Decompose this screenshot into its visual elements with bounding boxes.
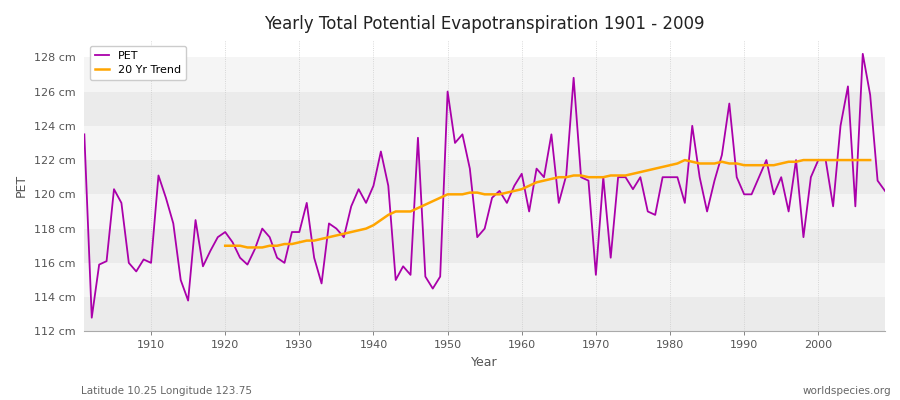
20 Yr Trend: [739, 163, 750, 168]
Bar: [85, 57, 885, 92]
Bar: [85, 263, 885, 297]
20 Yr Trend: [405, 209, 416, 214]
Bar: [85, 160, 885, 194]
Bar: [85, 229, 885, 263]
PET: [79, 132, 90, 137]
20 Yr Trend: [865, 158, 876, 162]
Legend: PET, 20 Yr Trend: PET, 20 Yr Trend: [90, 46, 186, 80]
Bar: [85, 126, 885, 160]
PET: [353, 187, 364, 192]
20 Yr Trend: [412, 206, 423, 210]
Text: Latitude 10.25 Longitude 123.75: Latitude 10.25 Longitude 123.75: [81, 386, 252, 396]
Bar: [85, 194, 885, 229]
PET: [524, 209, 535, 214]
Y-axis label: PET: PET: [15, 174, 28, 197]
Line: 20 Yr Trend: 20 Yr Trend: [225, 160, 870, 248]
PET: [879, 188, 890, 193]
PET: [613, 175, 624, 180]
Line: PET: PET: [85, 54, 885, 318]
Title: Yearly Total Potential Evapotranspiration 1901 - 2009: Yearly Total Potential Evapotranspiratio…: [265, 15, 705, 33]
PET: [86, 315, 97, 320]
X-axis label: Year: Year: [472, 356, 498, 369]
20 Yr Trend: [235, 243, 246, 248]
20 Yr Trend: [546, 176, 557, 181]
20 Yr Trend: [606, 173, 616, 178]
Bar: [85, 297, 885, 332]
Text: worldspecies.org: worldspecies.org: [803, 386, 891, 396]
20 Yr Trend: [242, 245, 253, 250]
PET: [517, 171, 527, 176]
Bar: [85, 92, 885, 126]
PET: [858, 52, 868, 56]
20 Yr Trend: [220, 243, 230, 248]
PET: [309, 255, 320, 260]
20 Yr Trend: [680, 158, 690, 162]
PET: [146, 260, 157, 265]
